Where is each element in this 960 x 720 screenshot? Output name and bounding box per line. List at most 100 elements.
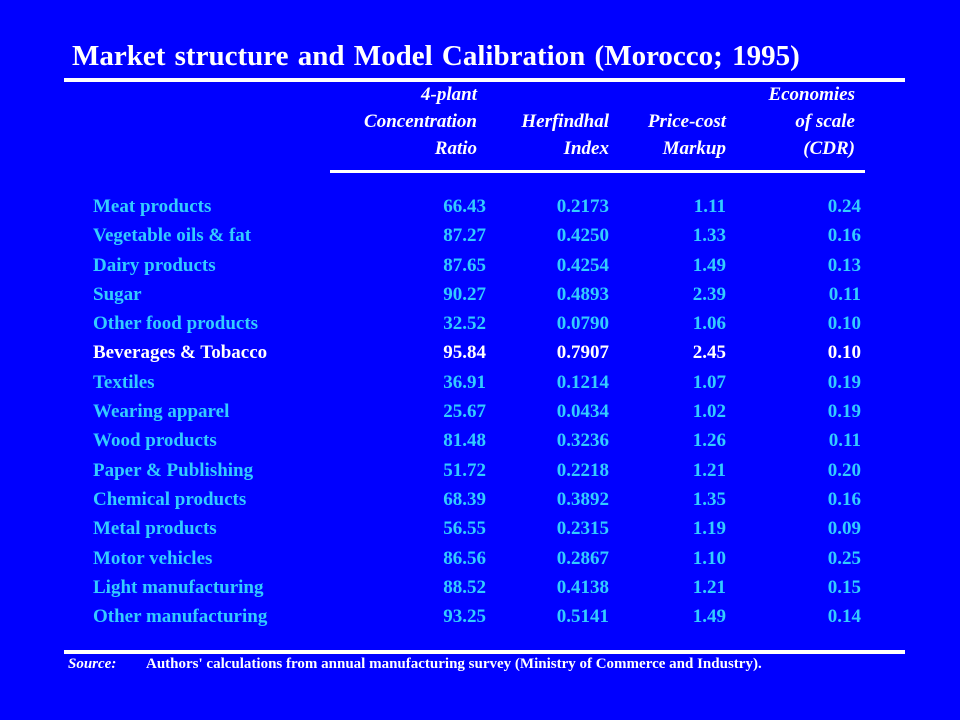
cell-economies: 0.25 [827, 547, 861, 569]
header-line: of scale [795, 111, 855, 132]
cell-economies: 0.19 [827, 371, 861, 393]
header-line: Ratio [434, 138, 477, 159]
cell-concentration: 56.55 [443, 518, 486, 540]
cell-herfindhal: 0.0790 [556, 313, 609, 335]
table-row: Dairy products 87.65 0.4254 1.49 0.13 [0, 251, 960, 280]
header-underline [330, 170, 865, 173]
cell-concentration: 25.67 [443, 401, 486, 423]
cell-herfindhal: 0.2867 [556, 547, 609, 569]
top-divider [64, 78, 905, 82]
cell-concentration: 88.52 [443, 576, 486, 598]
cell-concentration: 66.43 [443, 196, 486, 217]
cell-economies: 0.24 [827, 196, 861, 217]
row-name: Sugar [93, 283, 142, 305]
cell-markup: 1.49 [692, 254, 726, 276]
cell-economies: 0.09 [827, 518, 861, 540]
row-name: Wood products [93, 430, 217, 452]
row-name: Other food products [93, 313, 259, 335]
table-row: Other food products 32.52 0.0790 1.06 0.10 [0, 309, 960, 338]
table-row: Metal products 56.55 0.2315 1.19 0.09 [0, 514, 960, 543]
cell-concentration: 95.84 [443, 342, 486, 364]
cell-markup: 1.11 [693, 196, 726, 217]
header-line: Economies [768, 84, 855, 105]
table-row: Beverages & Tobacco 95.84 0.7907 2.45 0.10 [0, 338, 960, 367]
row-name: Vegetable oils & fat [93, 225, 252, 247]
cell-concentration: 87.65 [443, 254, 486, 276]
table-row: Wearing apparel 25.67 0.0434 1.02 0.19 [0, 397, 960, 426]
row-name: Wearing apparel [93, 401, 230, 423]
cell-markup: 1.02 [692, 401, 726, 423]
cell-concentration: 87.27 [443, 225, 486, 247]
cell-economies: 0.10 [827, 342, 861, 364]
source-text: Authors' calculations from annual manufa… [146, 656, 762, 672]
cell-concentration: 68.39 [443, 488, 486, 510]
page-title: Market structure and Model Calibration (… [72, 40, 800, 72]
row-name: Chemical products [93, 488, 247, 510]
cell-economies: 0.16 [827, 225, 861, 247]
cell-herfindhal: 0.2315 [556, 518, 609, 540]
cell-concentration: 36.91 [443, 371, 486, 393]
header-price-cost-markup: Price-cost Markup [648, 81, 726, 162]
cell-herfindhal: 0.4254 [556, 254, 609, 276]
cell-economies: 0.14 [827, 606, 861, 628]
cell-herfindhal: 0.2173 [556, 196, 609, 217]
header-line: Price-cost [647, 111, 726, 132]
cell-herfindhal: 0.4250 [556, 225, 609, 247]
header-line: Markup [662, 138, 726, 159]
cell-markup: 1.26 [692, 430, 726, 452]
cell-markup: 1.07 [692, 371, 726, 393]
cell-markup: 1.06 [692, 313, 726, 335]
row-name: Paper & Publishing [93, 459, 254, 481]
source-note: Source: Authors' calculations from annual… [68, 656, 762, 673]
table-row: Paper & Publishing 51.72 0.2218 1.21 0.20 [0, 456, 960, 485]
cell-economies: 0.15 [827, 576, 861, 598]
data-table: Meat products 66.43 0.2173 1.11 0.24 Vegetabl… [0, 192, 960, 631]
cell-markup: 2.39 [692, 283, 726, 305]
cell-markup: 1.21 [692, 576, 726, 598]
row-name: Meat products [93, 196, 212, 217]
row-name: Beverages & Tobacco [93, 342, 268, 364]
cell-economies: 0.19 [827, 401, 861, 423]
cell-herfindhal: 0.1214 [556, 371, 609, 393]
cell-herfindhal: 0.4893 [556, 283, 609, 305]
cell-herfindhal: 0.0434 [556, 401, 609, 423]
header-line: 4-plant [421, 84, 477, 105]
cell-markup: 1.33 [692, 225, 726, 247]
table-row: Vegetable oils & fat 87.27 0.4250 1.33 0.16 [0, 221, 960, 250]
table-row: Sugar 90.27 0.4893 2.39 0.11 [0, 280, 960, 309]
bottom-divider [64, 650, 905, 654]
table-row: Other manufacturing 93.25 0.5141 1.49 0.14 [0, 602, 960, 631]
cell-herfindhal: 0.3892 [556, 488, 609, 510]
table-row: Wood products 81.48 0.3236 1.26 0.11 [0, 426, 960, 455]
cell-concentration: 86.56 [443, 547, 486, 569]
cell-markup: 1.21 [692, 459, 726, 481]
cell-markup: 1.10 [692, 547, 726, 569]
header-line: Concentration [364, 111, 477, 132]
cell-herfindhal: 0.2218 [556, 459, 609, 481]
cell-markup: 2.45 [692, 342, 726, 364]
cell-herfindhal: 0.7907 [556, 342, 609, 364]
cell-concentration: 32.52 [443, 313, 486, 335]
table-row: Chemical products 68.39 0.3892 1.35 0.16 [0, 485, 960, 514]
cell-concentration: 93.25 [443, 606, 486, 628]
row-name: Textiles [93, 371, 155, 393]
row-name: Light manufacturing [93, 576, 264, 598]
table-row: Light manufacturing 88.52 0.4138 1.21 0.15 [0, 573, 960, 602]
cell-economies: 0.13 [827, 254, 861, 276]
cell-markup: 1.35 [692, 488, 726, 510]
table-row: Motor vehicles 86.56 0.2867 1.10 0.25 [0, 544, 960, 573]
row-name: Dairy products [93, 254, 216, 276]
cell-concentration: 90.27 [443, 283, 486, 305]
cell-economies: 0.20 [827, 459, 861, 481]
header-herfindhal-index: Herfindhal Index [521, 81, 609, 162]
cell-economies: 0.16 [827, 488, 861, 510]
cell-markup: 1.49 [692, 606, 726, 628]
cell-concentration: 51.72 [443, 459, 486, 481]
cell-economies: 0.11 [828, 283, 861, 305]
header-line: Index [563, 138, 609, 159]
cell-herfindhal: 0.5141 [556, 606, 609, 628]
row-name: Metal products [93, 518, 217, 540]
row-name: Other manufacturing [93, 606, 268, 628]
header-line: Herfindhal [521, 111, 609, 132]
cell-herfindhal: 0.4138 [556, 576, 609, 598]
